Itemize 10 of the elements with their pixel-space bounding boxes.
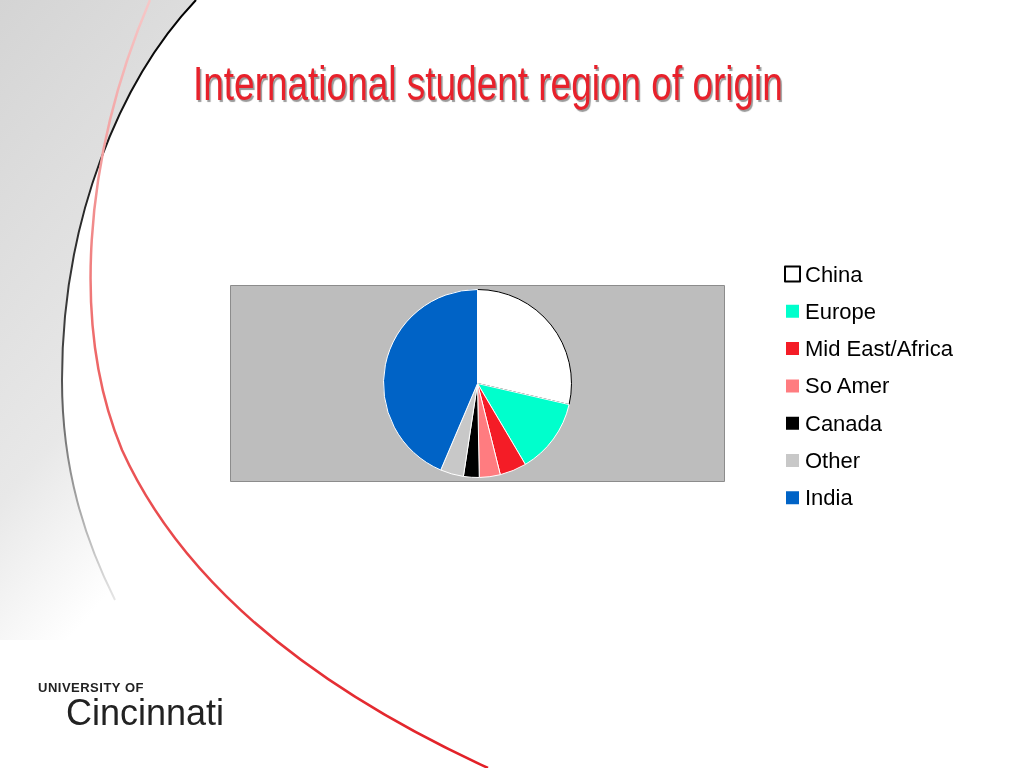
legend-label: China <box>805 261 864 287</box>
text: Cincinnati <box>66 692 225 733</box>
legend-label: So Amer <box>805 373 890 399</box>
legend-label: Canada <box>805 410 883 436</box>
chart-title: International student region of origin <box>193 56 783 112</box>
legend-label: Mid East/Africa <box>805 336 954 362</box>
legend-label: Europe <box>805 298 876 324</box>
text: UNIVERSITY OF <box>38 680 144 695</box>
legend-label: India <box>805 485 854 511</box>
legend-label: Other <box>805 448 861 473</box>
